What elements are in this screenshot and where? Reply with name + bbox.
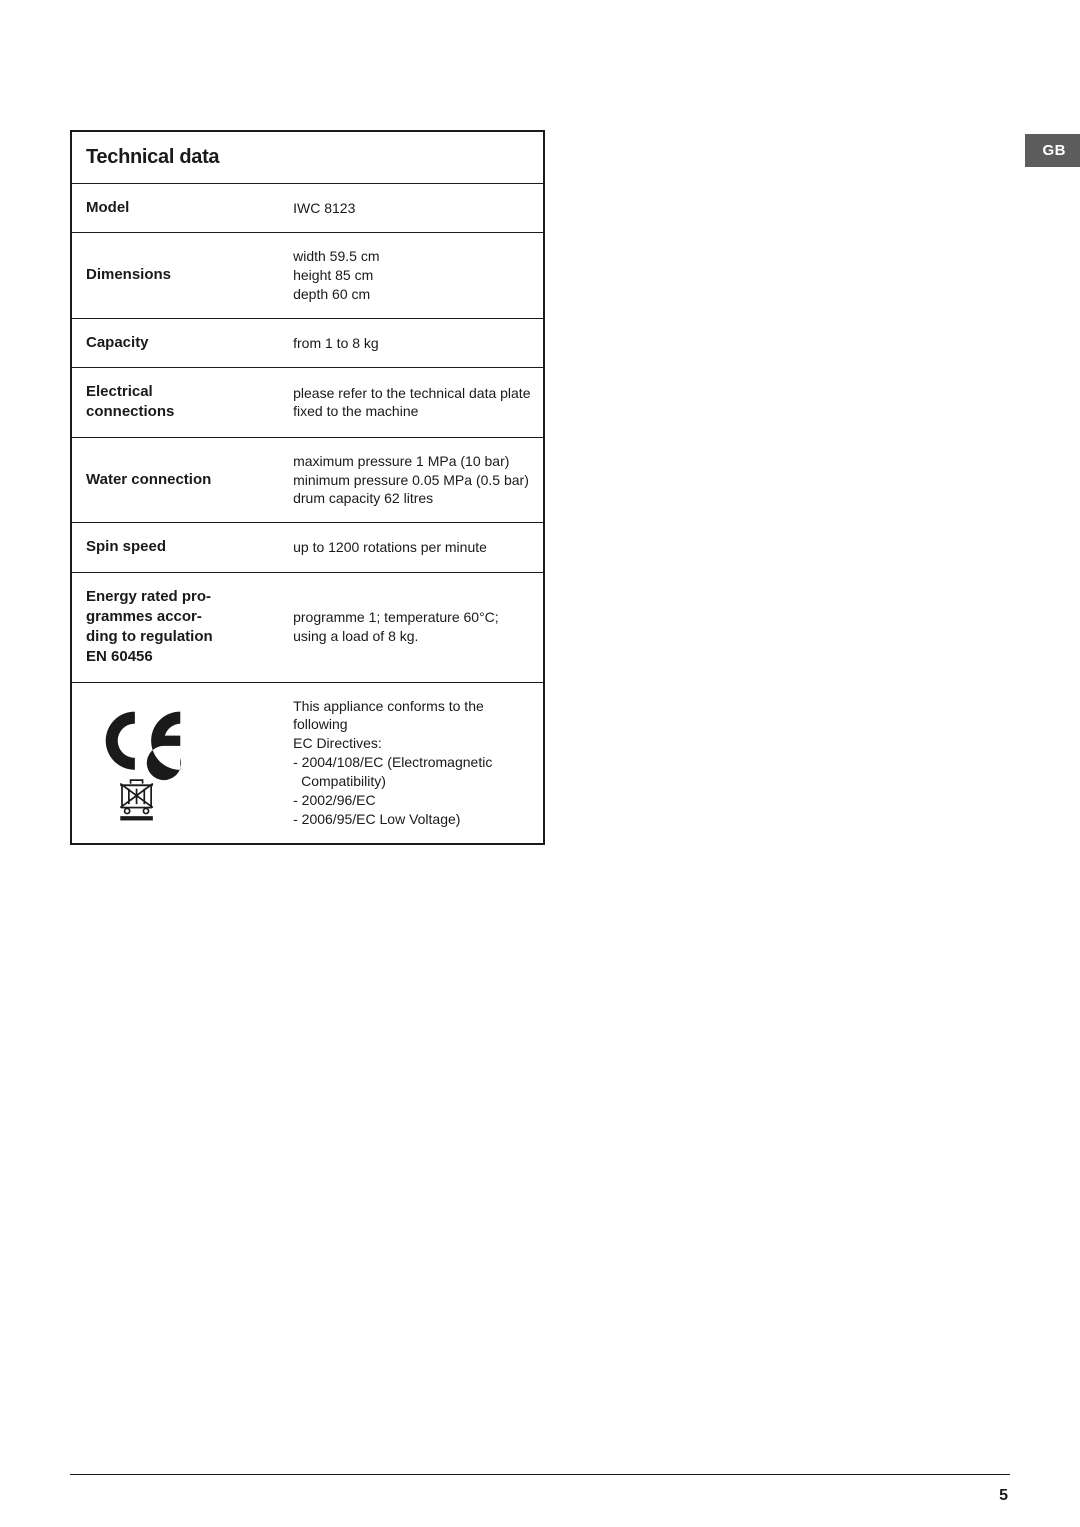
table-row: Dimensions width 59.5 cm height 85 cm de… bbox=[71, 233, 544, 319]
conformity-line3: - 2004/108/EC (Electromagnetic bbox=[293, 754, 492, 770]
capacity-value: from 1 to 8 kg bbox=[279, 318, 544, 367]
table-title: Technical data bbox=[71, 131, 544, 184]
technical-data-table: Technical data Model IWC 8123 Dimensions… bbox=[70, 130, 545, 845]
electrical-label: Electrical connections bbox=[71, 368, 279, 438]
water-value: maximum pressure 1 MPa (10 bar) minimum … bbox=[279, 437, 544, 523]
electrical-line2: fixed to the machine bbox=[293, 403, 418, 419]
ce-mark-icon bbox=[86, 703, 206, 823]
dimensions-label: Dimensions bbox=[71, 233, 279, 319]
dimensions-value: width 59.5 cm height 85 cm depth 60 cm bbox=[279, 233, 544, 319]
energy-label-line2: grammes accor- bbox=[86, 608, 202, 625]
conformity-line4: Compatibility) bbox=[293, 773, 386, 789]
energy-value: programme 1; temperature 60°C; using a l… bbox=[279, 572, 544, 682]
energy-label-line3: ding to regulation bbox=[86, 628, 213, 645]
spin-value: up to 1200 rotations per minute bbox=[279, 523, 544, 572]
conformity-value: This appliance conforms to the following… bbox=[279, 682, 544, 844]
table-row: Energy rated pro- grammes accor- ding to… bbox=[71, 572, 544, 682]
energy-label-line4: EN 60456 bbox=[86, 648, 153, 665]
water-line3: drum capacity 62 litres bbox=[293, 490, 433, 506]
electrical-line1: please refer to the technical data plate bbox=[293, 385, 530, 401]
capacity-label: Capacity bbox=[71, 318, 279, 367]
electrical-label-line2: connections bbox=[86, 403, 174, 420]
table-header-row: Technical data bbox=[71, 131, 544, 184]
energy-line2: using a load of 8 kg. bbox=[293, 628, 418, 644]
dimensions-line3: depth 60 cm bbox=[293, 286, 370, 302]
electrical-value: please refer to the technical data plate… bbox=[279, 368, 544, 438]
water-label: Water connection bbox=[71, 437, 279, 523]
page-number: 5 bbox=[999, 1487, 1008, 1505]
conformity-line1: This appliance conforms to the following bbox=[293, 698, 484, 733]
table-row: Electrical connections please refer to t… bbox=[71, 368, 544, 438]
dimensions-line2: height 85 cm bbox=[293, 267, 373, 283]
model-value: IWC 8123 bbox=[279, 184, 544, 233]
conformity-line5: - 2002/96/EC bbox=[293, 792, 376, 808]
page-root: GB Technical data Model IWC 8123 Dimensi… bbox=[0, 0, 1080, 1527]
ce-mark-cell bbox=[71, 682, 279, 844]
water-line2: minimum pressure 0.05 MPa (0.5 bar) bbox=[293, 472, 529, 488]
locale-tag: GB bbox=[1025, 134, 1080, 167]
energy-label: Energy rated pro- grammes accor- ding to… bbox=[71, 572, 279, 682]
energy-line1: programme 1; temperature 60°C; bbox=[293, 609, 499, 625]
footer-divider bbox=[70, 1474, 1010, 1475]
electrical-label-line1: Electrical bbox=[86, 383, 153, 400]
spin-label: Spin speed bbox=[71, 523, 279, 572]
table-row: Water connection maximum pressure 1 MPa … bbox=[71, 437, 544, 523]
energy-label-line1: Energy rated pro- bbox=[86, 588, 211, 605]
table-row: Spin speed up to 1200 rotations per minu… bbox=[71, 523, 544, 572]
table-row: Capacity from 1 to 8 kg bbox=[71, 318, 544, 367]
model-label: Model bbox=[71, 184, 279, 233]
conformity-line2: EC Directives: bbox=[293, 735, 382, 751]
dimensions-line1: width 59.5 cm bbox=[293, 248, 379, 264]
water-line1: maximum pressure 1 MPa (10 bar) bbox=[293, 453, 509, 469]
table-row: Model IWC 8123 bbox=[71, 184, 544, 233]
table-row: This appliance conforms to the following… bbox=[71, 682, 544, 844]
conformity-line6: - 2006/95/EC Low Voltage) bbox=[293, 811, 460, 827]
